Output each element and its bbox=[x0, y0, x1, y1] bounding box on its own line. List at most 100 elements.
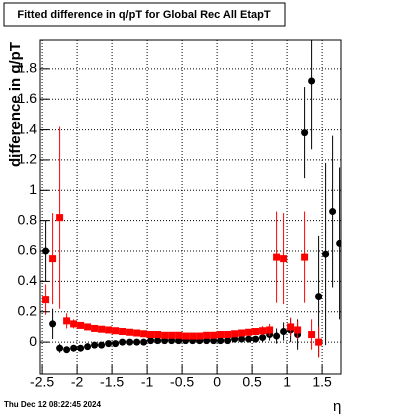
marker bbox=[259, 327, 267, 335]
marker bbox=[182, 332, 190, 340]
x-tick-label: -1.5 bbox=[100, 374, 124, 390]
marker bbox=[140, 330, 148, 338]
y-tick-label: 1 bbox=[29, 181, 37, 197]
marker bbox=[273, 332, 281, 340]
marker bbox=[259, 334, 267, 342]
y-tick-label: 1.4 bbox=[18, 120, 38, 136]
x-axis-label: η bbox=[333, 398, 341, 414]
marker bbox=[315, 293, 323, 301]
marker bbox=[224, 337, 232, 345]
marker bbox=[63, 346, 71, 354]
marker bbox=[301, 129, 309, 137]
marker bbox=[301, 253, 309, 261]
marker bbox=[189, 332, 197, 340]
marker bbox=[168, 331, 176, 339]
marker bbox=[203, 331, 211, 339]
marker bbox=[63, 317, 71, 325]
marker bbox=[245, 328, 253, 336]
title-box bbox=[3, 2, 286, 27]
y-tick-label: 0 bbox=[29, 333, 37, 349]
x-tick-label: -0.5 bbox=[170, 374, 194, 390]
marker bbox=[49, 320, 57, 328]
marker bbox=[105, 326, 113, 334]
marker bbox=[224, 331, 232, 339]
marker bbox=[112, 340, 120, 348]
y-tick-label: 1.2 bbox=[18, 151, 38, 167]
marker bbox=[168, 337, 176, 345]
marker bbox=[287, 323, 295, 331]
marker bbox=[56, 344, 64, 352]
marker bbox=[126, 338, 134, 346]
marker bbox=[238, 329, 246, 337]
marker bbox=[77, 321, 85, 329]
y-tick-label: 0.2 bbox=[18, 302, 38, 318]
x-tick-label: -2.5 bbox=[30, 374, 54, 390]
marker bbox=[42, 296, 50, 304]
timestamp: Thu Dec 12 08:22:45 2024 bbox=[4, 400, 101, 409]
marker bbox=[210, 337, 218, 345]
marker bbox=[119, 327, 127, 335]
marker bbox=[154, 331, 162, 339]
x-tick-label: 0.5 bbox=[242, 374, 262, 390]
marker bbox=[203, 337, 211, 345]
marker bbox=[133, 329, 141, 337]
marker bbox=[147, 337, 155, 345]
marker bbox=[273, 253, 281, 261]
marker bbox=[119, 338, 127, 346]
marker bbox=[210, 331, 218, 339]
marker bbox=[196, 332, 204, 340]
x-tick-label: 1 bbox=[283, 374, 291, 390]
marker bbox=[126, 328, 134, 336]
marker bbox=[336, 239, 341, 247]
chart-title: Fitted difference in q/pT for Global Rec… bbox=[17, 9, 271, 21]
marker bbox=[49, 255, 57, 263]
marker bbox=[294, 326, 302, 334]
x-tick-label: -1 bbox=[141, 374, 154, 390]
x-tick-label: -2 bbox=[71, 374, 84, 390]
marker bbox=[308, 77, 316, 85]
marker bbox=[112, 327, 120, 335]
marker bbox=[84, 323, 92, 331]
marker bbox=[56, 214, 64, 222]
marker bbox=[84, 343, 92, 351]
marker bbox=[133, 338, 141, 346]
y-tick-label: 1.8 bbox=[18, 60, 38, 76]
x-tick-label: 0 bbox=[213, 374, 221, 390]
marker bbox=[91, 341, 99, 349]
marker bbox=[147, 331, 155, 339]
marker bbox=[175, 337, 183, 345]
marker bbox=[161, 331, 169, 339]
y-tick-label: 0.8 bbox=[18, 211, 38, 227]
frame bbox=[39, 39, 342, 375]
marker bbox=[77, 344, 85, 352]
y-tick-label: 0.4 bbox=[18, 272, 38, 288]
marker bbox=[175, 331, 183, 339]
y-axis-label: difference in q/pT bbox=[7, 42, 24, 167]
marker bbox=[91, 324, 99, 332]
marker bbox=[217, 337, 225, 345]
marker bbox=[154, 337, 162, 345]
y-tick-label: 0.6 bbox=[18, 242, 38, 258]
marker bbox=[231, 335, 239, 343]
marker bbox=[140, 338, 148, 346]
marker bbox=[98, 325, 106, 333]
marker bbox=[231, 330, 239, 338]
plot-area bbox=[42, 40, 341, 358]
marker bbox=[105, 340, 113, 348]
marker bbox=[245, 335, 253, 343]
marker bbox=[322, 250, 330, 258]
marker bbox=[308, 331, 316, 339]
y-tick-label: 1.6 bbox=[18, 90, 38, 106]
marker bbox=[252, 327, 260, 335]
x-tick-label: 1.5 bbox=[312, 374, 332, 390]
axes: -2.5 -2 -1.5 -1 -0.5 0 0.5 1 1.5 0 0.2 0.4 0.6 0.8 1 1.… bbox=[18, 60, 333, 390]
marker bbox=[280, 255, 288, 263]
marker bbox=[98, 341, 106, 349]
marker bbox=[252, 335, 260, 343]
marker bbox=[266, 326, 274, 334]
marker bbox=[70, 320, 78, 328]
marker bbox=[161, 337, 169, 345]
marker bbox=[70, 344, 78, 352]
marker bbox=[315, 338, 323, 346]
